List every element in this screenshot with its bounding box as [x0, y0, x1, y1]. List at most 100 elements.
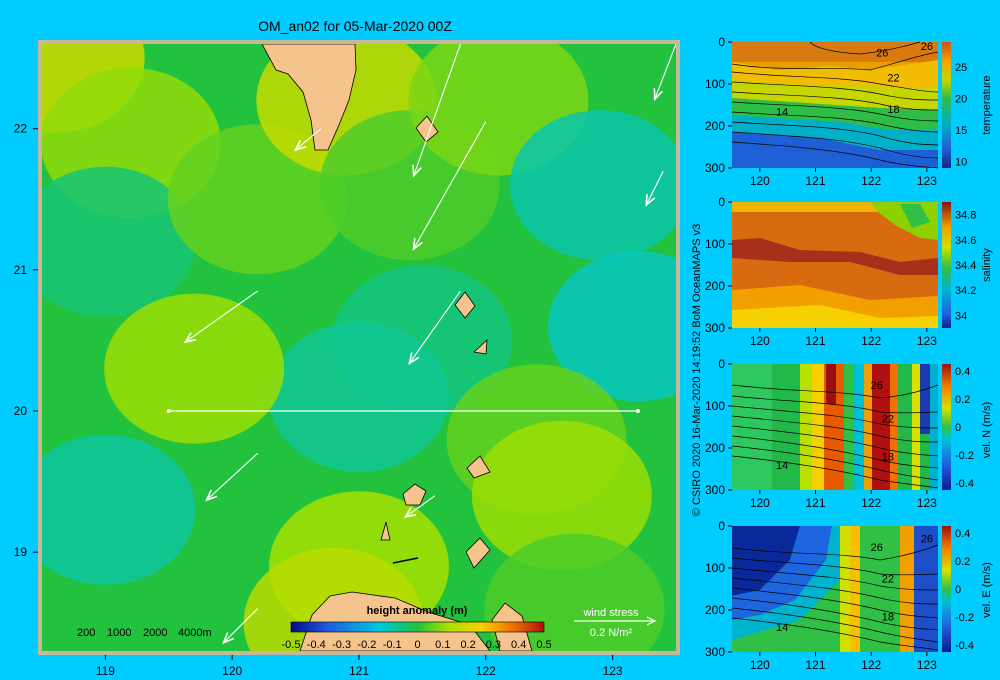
map-y-tick-label-22: 22 — [14, 122, 28, 136]
section-y-tick-label-0: 0 — [718, 357, 725, 371]
section-colorbar-tick-10: 10 — [955, 157, 967, 169]
salinity-band-core — [732, 238, 938, 275]
section-x-tick-label-121: 121 — [805, 174, 825, 188]
temperature-colorbar-ticks: 25 20 15 10 — [955, 62, 967, 169]
section-colorbar-tick-34.8: 34.8 — [955, 210, 976, 222]
section-colorbar-tick-0: 0 — [955, 422, 961, 434]
section-x-tick-label-121: 121 — [805, 334, 825, 348]
contour-label-0: 26 — [871, 542, 883, 554]
velN-band-9 — [872, 364, 890, 490]
section-x-tick-label-121: 121 — [805, 658, 825, 672]
contour-label-2: 22 — [882, 574, 894, 586]
velocity-north-panel: 26 22 18 14 0.4 0.2 0 -0.2 -0.4 vel. N (m/s) 12… — [705, 357, 993, 510]
velocity-north-contour-labels: 26 22 18 14 — [776, 380, 894, 472]
depth-legend-2000: 2000 — [143, 627, 167, 639]
velN-band-3 — [812, 364, 824, 490]
salinity-colorbar-label: salinity — [981, 248, 993, 282]
section-x-tick-label-123: 123 — [917, 174, 937, 188]
colorbar-tick-6: 0.1 — [435, 639, 450, 651]
section-y-tick-label-100: 100 — [705, 237, 725, 251]
section-colorbar-tick--0.2: -0.2 — [955, 450, 974, 462]
credit-text: © CSIRO 2020 16-Mar-2020 14:19:52 BoM Oc… — [691, 224, 703, 516]
colorbar-tick-2: -0.3 — [332, 639, 351, 651]
section-y-tick-label-100: 100 — [705, 77, 725, 91]
section-y-tick-label-200: 200 — [705, 279, 725, 293]
wind-stress-legend-label: wind stress — [582, 607, 639, 619]
section-x-tick-label-122: 122 — [861, 174, 881, 188]
velocity-east-contour-labels: 26 26 22 18 14 — [776, 534, 933, 634]
colorbar-tick-10: 0.5 — [536, 639, 551, 651]
map-x-tick-label-120: 120 — [222, 664, 242, 678]
field-region-8 — [547, 251, 676, 402]
velN-band-7 — [854, 364, 864, 490]
section-colorbar-tick--0.4: -0.4 — [955, 640, 974, 652]
section-x-tick-label-123: 123 — [917, 658, 937, 672]
salinity-band-bottom — [732, 305, 938, 328]
map-plot-area: 200 1000 2000 4000m wind stress 0.2 N/m²… — [42, 44, 676, 651]
velocity-north-colorbar — [942, 364, 951, 490]
contour-label-1: 26 — [921, 41, 933, 53]
contour-label-1: 22 — [882, 414, 894, 426]
section-colorbar-tick-34.2: 34.2 — [955, 285, 976, 297]
section-y-tick-label-100: 100 — [705, 561, 725, 575]
colorbar-gradient — [290, 621, 545, 633]
section-x-tick-label-123: 123 — [917, 496, 937, 510]
section-y-tick-label-300: 300 — [705, 645, 725, 659]
velocity-north-colorbar-label: vel. N (m/s) — [981, 402, 993, 458]
section-y-tick-label-200: 200 — [705, 603, 725, 617]
island-calayan — [466, 455, 491, 479]
section-y-tick-label-0: 0 — [718, 195, 725, 209]
island-sliver — [392, 557, 419, 564]
colorbar-tick-9: 0.4 — [511, 639, 526, 651]
velocity-north-colorbar-ticks: 0.4 0.2 0 -0.2 -0.4 — [955, 366, 974, 490]
temperature-contours — [731, 41, 939, 169]
field-region-7 — [509, 110, 676, 261]
temperature-colorbar-label: temperature — [981, 75, 993, 134]
field-region-11 — [104, 293, 285, 444]
island-babuyan — [465, 537, 491, 569]
colorbar-tick-3: -0.2 — [357, 639, 376, 651]
field-region-14 — [42, 434, 196, 585]
section-x-tick-label-123: 123 — [917, 334, 937, 348]
colorbar-tick-8: 0.3 — [486, 639, 501, 651]
velocity-north-contours — [731, 384, 939, 489]
field-region-10 — [269, 321, 449, 472]
section-colorbar-tick-20: 20 — [955, 94, 967, 106]
contour-label-4: 14 — [776, 106, 788, 118]
velN-band-1 — [732, 364, 772, 490]
contour-label-4: 14 — [776, 622, 788, 634]
map-x-tick-label-119: 119 — [96, 664, 115, 678]
velE-yellow-band — [840, 526, 850, 652]
depth-legend: 200 1000 2000 4000m — [77, 627, 212, 639]
velocity-east-colorbar-label: vel. E (m/s) — [981, 562, 993, 618]
colorbar-tick-5: 0 — [414, 639, 420, 651]
map-x-tick-label-121: 121 — [349, 664, 369, 678]
section-y-tick-label-0: 0 — [718, 519, 725, 533]
depth-legend-200: 200 — [77, 627, 95, 639]
wind-vector-1 — [653, 44, 676, 102]
velE-orange-band — [850, 526, 860, 652]
colorbar-tick-4: -0.1 — [383, 639, 402, 651]
depth-legend-4000: 4000m — [178, 627, 212, 639]
wind-vector-7 — [205, 452, 258, 502]
velN-band-6 — [844, 364, 854, 490]
velE-band-far-east — [914, 526, 938, 652]
velN-band-8 — [864, 364, 872, 490]
velN-band-10 — [890, 364, 898, 490]
section-colorbar-tick-0.4: 0.4 — [955, 528, 970, 540]
section-colorbar-tick-34.6: 34.6 — [955, 235, 976, 247]
temperature-band-warm — [732, 42, 938, 62]
section-line-end-dot — [635, 409, 640, 414]
section-y-tick-label-300: 300 — [705, 161, 725, 175]
section-x-tick-label-120: 120 — [750, 658, 770, 672]
colorbar-tick-1: -0.4 — [307, 639, 326, 651]
section-colorbar-tick--0.2: -0.2 — [955, 612, 974, 624]
map-x-tick-label-122: 122 — [476, 664, 496, 678]
section-x-tick-label-122: 122 — [861, 334, 881, 348]
island-green — [415, 115, 439, 143]
contour-label-3: 14 — [776, 460, 788, 472]
field-region-13 — [471, 420, 652, 571]
